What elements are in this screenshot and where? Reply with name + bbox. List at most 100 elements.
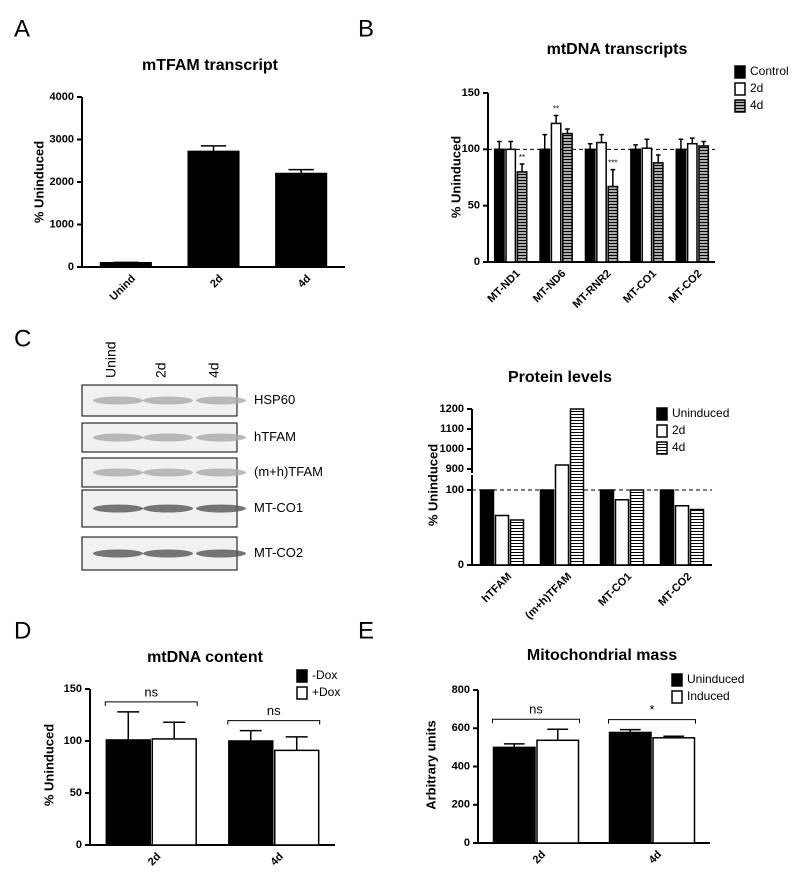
y-tick-label: 100 bbox=[462, 143, 480, 155]
legend-label: 2d bbox=[672, 423, 685, 437]
blot-band bbox=[93, 396, 143, 405]
legend-swatch bbox=[656, 407, 668, 421]
blot-band bbox=[196, 504, 246, 513]
bar bbox=[492, 746, 536, 844]
y-tick-label: 150 bbox=[64, 683, 82, 695]
error-bar bbox=[701, 140, 706, 146]
bar bbox=[493, 148, 505, 263]
bar bbox=[689, 508, 705, 566]
band-label: HSP60 bbox=[254, 392, 295, 407]
legend-label: +Dox bbox=[312, 685, 340, 699]
band-label: MT-CO2 bbox=[254, 545, 303, 560]
legend-swatch bbox=[656, 441, 668, 455]
bar bbox=[686, 142, 698, 263]
bar bbox=[562, 132, 573, 263]
y-tick-label: 3000 bbox=[50, 133, 74, 145]
bar bbox=[641, 147, 653, 263]
y-tick-label: 0 bbox=[68, 261, 74, 273]
y-tick-label: 0 bbox=[76, 839, 82, 851]
error-bar bbox=[239, 729, 262, 741]
y-tick-label: 4000 bbox=[50, 91, 74, 103]
bracket bbox=[608, 719, 696, 724]
y-axis-label: Arbitrary units bbox=[423, 720, 438, 810]
bar bbox=[607, 185, 619, 263]
legend-label: Uninduced bbox=[672, 406, 729, 420]
error-bar bbox=[288, 168, 314, 174]
y-tick-label: 150 bbox=[462, 87, 480, 99]
error-bar bbox=[619, 728, 641, 733]
bar bbox=[505, 148, 517, 263]
y-tick-label: 0 bbox=[464, 837, 470, 849]
error-bar bbox=[285, 736, 308, 751]
error-bar bbox=[644, 138, 650, 149]
y-tick-label: 400 bbox=[452, 760, 470, 772]
bar bbox=[550, 122, 562, 263]
error-bar bbox=[678, 138, 684, 150]
legend-swatch bbox=[656, 424, 668, 438]
error-bar bbox=[663, 735, 685, 738]
bar bbox=[569, 408, 585, 566]
x-tick-label: 2d bbox=[146, 851, 164, 869]
bar bbox=[105, 739, 151, 846]
blot-band bbox=[143, 468, 193, 477]
bar bbox=[614, 499, 630, 566]
y-axis-label: % Uninduced bbox=[425, 444, 440, 526]
bar bbox=[630, 148, 641, 263]
bar bbox=[509, 519, 525, 566]
x-tick-label: hTFAM bbox=[480, 571, 514, 605]
bar bbox=[187, 150, 240, 268]
blot-band bbox=[93, 433, 143, 442]
bar bbox=[516, 171, 528, 263]
y-axis-label: % Uninduced bbox=[41, 724, 56, 806]
blot-band bbox=[196, 468, 246, 477]
legend-swatch bbox=[296, 669, 308, 683]
y-tick-label: 1100 bbox=[440, 423, 464, 435]
blot-band bbox=[143, 433, 193, 442]
bar bbox=[228, 740, 274, 846]
bar bbox=[151, 738, 197, 846]
bracket bbox=[227, 720, 321, 725]
blot-band bbox=[196, 549, 246, 558]
bracket bbox=[104, 701, 198, 706]
blot-band bbox=[143, 549, 193, 558]
error-bar bbox=[587, 142, 593, 150]
annotation: * bbox=[649, 702, 654, 717]
x-tick-label: MT-CO1 bbox=[596, 571, 634, 609]
bar bbox=[479, 489, 495, 566]
y-tick-label: 100 bbox=[446, 484, 464, 496]
bar bbox=[608, 731, 652, 844]
lane-label: 4d bbox=[206, 362, 222, 378]
bar bbox=[539, 148, 551, 263]
error-bar bbox=[542, 133, 548, 150]
x-tick-label: MT-ND1 bbox=[485, 268, 522, 305]
y-tick-label: 1200 bbox=[440, 403, 464, 415]
legend-label: -Dox bbox=[312, 668, 337, 682]
chart-title: mTFAM transcript bbox=[142, 57, 279, 74]
legend-swatch bbox=[296, 686, 308, 700]
annotation: ** bbox=[519, 153, 525, 162]
legend-swatch bbox=[671, 690, 683, 704]
legend-label: Induced bbox=[687, 689, 730, 703]
legend-label: 2d bbox=[750, 81, 763, 95]
y-tick-label: 0 bbox=[458, 559, 464, 571]
y-tick-label: 1000 bbox=[440, 443, 464, 455]
error-bar bbox=[163, 721, 186, 739]
y-tick-label: 800 bbox=[452, 684, 470, 696]
x-tick-label: MT-RNR2 bbox=[571, 268, 614, 311]
error-bar bbox=[599, 133, 604, 143]
legend-label: 4d bbox=[750, 98, 763, 112]
band-label: (m+h)TFAM bbox=[254, 464, 323, 479]
blot-band bbox=[196, 396, 246, 405]
bar bbox=[275, 172, 328, 268]
panel-label: B bbox=[358, 15, 374, 42]
error-bar bbox=[547, 728, 569, 741]
error-bar bbox=[508, 140, 514, 150]
legend-swatch bbox=[734, 65, 746, 79]
legend-label: Control bbox=[750, 64, 789, 78]
x-tick-label: 2d bbox=[208, 273, 226, 291]
bar bbox=[274, 749, 320, 846]
legend-label: Uninduced bbox=[687, 672, 744, 686]
blot-band bbox=[93, 504, 143, 513]
lane-label: 2d bbox=[153, 362, 169, 378]
